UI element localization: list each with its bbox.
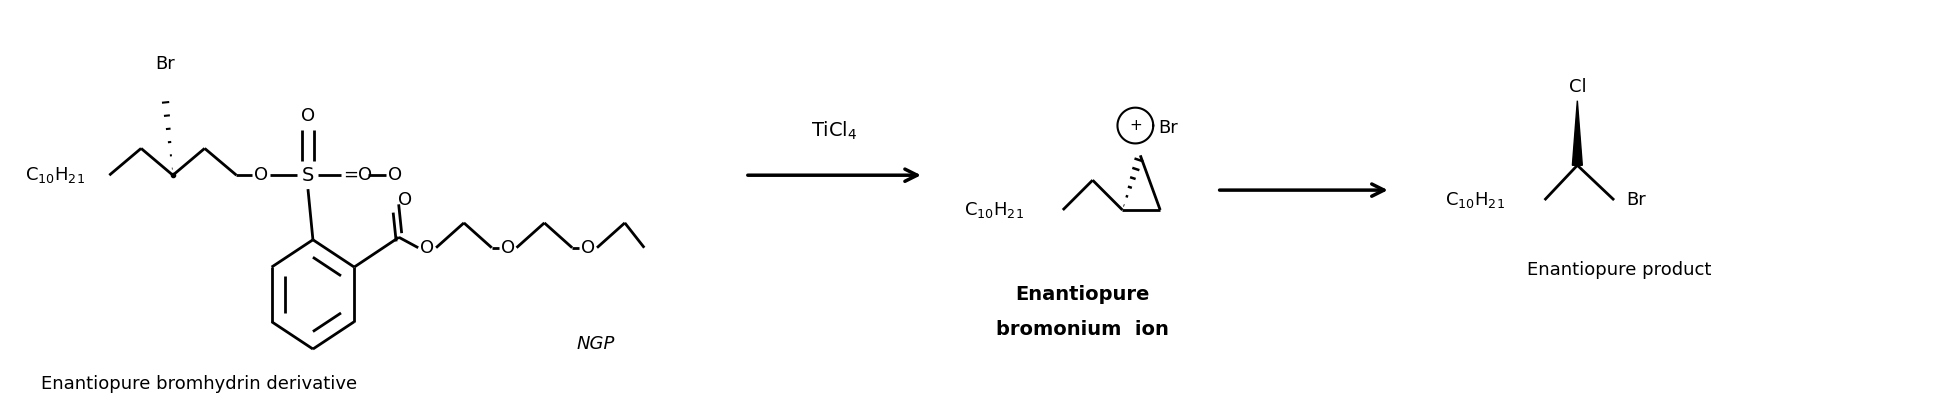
- Text: O: O: [253, 166, 269, 184]
- Polygon shape: [1572, 101, 1582, 165]
- Text: C$_{10}$H$_{21}$: C$_{10}$H$_{21}$: [963, 200, 1023, 220]
- Text: =O: =O: [342, 166, 371, 184]
- Text: Cl: Cl: [1568, 78, 1586, 96]
- Text: O: O: [302, 107, 315, 124]
- Text: Br: Br: [1158, 119, 1178, 136]
- Text: NGP: NGP: [576, 335, 615, 353]
- Text: O: O: [580, 239, 596, 257]
- Text: bromonium  ion: bromonium ion: [996, 320, 1170, 339]
- Text: C$_{10}$H$_{21}$: C$_{10}$H$_{21}$: [1445, 190, 1505, 210]
- Text: Enantiopure: Enantiopure: [1015, 285, 1151, 304]
- Text: O: O: [420, 239, 435, 257]
- Text: +: +: [1129, 118, 1141, 133]
- Text: O: O: [398, 190, 412, 208]
- Text: S: S: [302, 166, 313, 185]
- Text: Br: Br: [1626, 191, 1646, 209]
- Text: C$_{10}$H$_{21}$: C$_{10}$H$_{21}$: [25, 165, 85, 185]
- Text: O: O: [389, 166, 402, 184]
- Text: Enantiopure bromhydrin derivative: Enantiopure bromhydrin derivative: [41, 375, 356, 393]
- Text: O: O: [501, 239, 514, 257]
- Text: TiCl$_4$: TiCl$_4$: [810, 119, 857, 142]
- Text: Enantiopure product: Enantiopure product: [1526, 260, 1712, 279]
- Text: Br: Br: [155, 55, 174, 73]
